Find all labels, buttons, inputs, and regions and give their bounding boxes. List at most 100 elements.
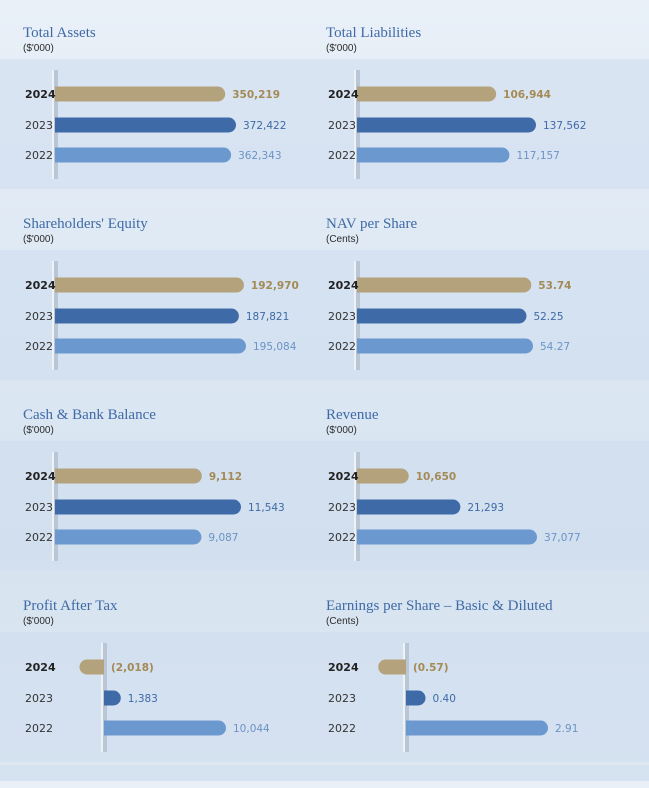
value-label: 10,650 <box>416 471 457 483</box>
bar-2024 <box>357 277 532 293</box>
value-label: 10,044 <box>233 723 270 735</box>
bar-2022 <box>55 529 202 545</box>
chart-unit: ($'000) <box>326 425 357 436</box>
bar-2022 <box>55 338 246 354</box>
value-label: 187,821 <box>246 311 289 323</box>
year-label: 2022 <box>328 531 356 544</box>
value-label: 372,422 <box>243 120 286 132</box>
bar-2024 <box>357 86 497 102</box>
bar-2024 <box>55 277 244 293</box>
chart-4: NAV per Share (Cents) 2024 53.74 2023 52.25 20… <box>326 216 646 406</box>
bar-2023 <box>55 308 239 324</box>
year-label: 2022 <box>25 149 53 162</box>
axis-highlight <box>403 643 405 752</box>
value-label: 9,087 <box>208 532 238 544</box>
bar-base-2022 <box>357 529 365 545</box>
year-label: 2022 <box>328 149 356 162</box>
chart-svg: 2024 53.74 2023 52.25 2022 54.27 <box>328 261 571 370</box>
chart-svg: 2024 192,970 2023 187,821 2022 195,084 <box>25 261 299 370</box>
bar-2022 <box>357 147 510 163</box>
bar-base-2022 <box>104 720 112 736</box>
year-label: 2024 <box>328 88 359 101</box>
bar-base-2024 <box>398 659 406 675</box>
value-label: 106,944 <box>503 89 551 101</box>
bar-2022 <box>357 529 537 545</box>
year-label: 2023 <box>25 501 53 514</box>
year-label: 2024 <box>25 470 56 483</box>
bar-base-2022 <box>55 338 63 354</box>
background-band-bottom <box>0 765 649 781</box>
axis-highlight <box>52 452 54 561</box>
year-label: 2022 <box>25 531 53 544</box>
chart-title: Total Assets <box>23 25 96 41</box>
bar-2023 <box>55 499 241 515</box>
value-label: 21,293 <box>467 502 504 514</box>
chart-unit: (Cents) <box>326 234 359 245</box>
chart-unit: (Cents) <box>326 616 359 627</box>
bar-base-2024 <box>55 468 63 484</box>
year-label: 2022 <box>328 340 356 353</box>
bar-2024 <box>55 86 226 102</box>
bar-2022 <box>406 720 548 736</box>
chart-unit: ($'000) <box>23 234 54 245</box>
value-label: 11,543 <box>248 502 285 514</box>
year-label: 2024 <box>328 279 359 292</box>
chart-title: Profit After Tax <box>23 598 118 614</box>
year-label: 2024 <box>25 88 56 101</box>
bar-2023 <box>357 117 536 133</box>
chart-title: Revenue <box>326 407 379 423</box>
year-label: 2023 <box>25 692 53 705</box>
year-label: 2023 <box>328 501 356 514</box>
chart-svg: 2024 106,944 2023 137,562 2022 117,157 <box>328 70 586 179</box>
year-label: 2024 <box>328 470 359 483</box>
bar-base-2022 <box>357 338 365 354</box>
chart-3: Shareholders' Equity ($'000) 2024 192,970 20… <box>23 216 343 406</box>
year-label: 2022 <box>25 340 53 353</box>
year-label: 2023 <box>328 119 356 132</box>
chart-8: Earnings per Share – Basic & Diluted (Cen… <box>326 598 646 788</box>
bar-2024 <box>55 468 202 484</box>
chart-title: Cash & Bank Balance <box>23 407 156 423</box>
year-label: 2022 <box>328 722 356 735</box>
value-label: 1,383 <box>128 693 158 705</box>
bar-base-2023 <box>357 117 365 133</box>
year-label: 2024 <box>25 279 56 292</box>
bar-base-2023 <box>55 499 63 515</box>
bar-base-2024 <box>357 86 365 102</box>
year-label: 2024 <box>328 661 359 674</box>
year-label: 2023 <box>25 310 53 323</box>
chart-title: NAV per Share <box>326 216 418 232</box>
bar-base-2022 <box>55 147 63 163</box>
chart-unit: ($'000) <box>23 425 54 436</box>
year-label: 2024 <box>25 661 56 674</box>
year-label: 2022 <box>25 722 53 735</box>
value-label: 137,562 <box>543 120 586 132</box>
value-label: 195,084 <box>253 341 297 353</box>
value-label: 192,970 <box>251 280 299 292</box>
axis-highlight <box>101 643 103 752</box>
chart-1: Total Assets ($'000) 2024 350,219 2023 372,42… <box>23 25 343 215</box>
chart-svg: 2024 350,219 2023 372,422 2022 362,343 <box>25 70 286 179</box>
bar-2022 <box>55 147 232 163</box>
bar-2022 <box>104 720 226 736</box>
chart-title: Shareholders' Equity <box>23 216 148 232</box>
bar-2023 <box>357 308 527 324</box>
chart-2: Total Liabilities ($'000) 2024 106,944 2023 1… <box>326 25 646 215</box>
value-label: (2,018) <box>111 662 154 674</box>
chart-5: Cash & Bank Balance ($'000) 2024 9,112 2023 1… <box>23 407 343 597</box>
chart-unit: ($'000) <box>326 43 357 54</box>
bar-base-2022 <box>357 147 365 163</box>
axis-highlight <box>52 261 54 370</box>
chart-svg: 2024 (2,018) 2023 1,383 2022 10,044 <box>25 643 270 752</box>
axis-highlight <box>52 70 54 179</box>
value-label: 37,077 <box>544 532 581 544</box>
value-label: 362,343 <box>238 150 281 162</box>
value-label: 0.40 <box>433 693 456 705</box>
bar-2023 <box>55 117 236 133</box>
chart-title: Total Liabilities <box>326 25 422 41</box>
bar-base-2022 <box>406 720 414 736</box>
value-label: 117,157 <box>516 150 559 162</box>
value-label: 350,219 <box>232 89 280 101</box>
value-label: 53.74 <box>538 280 571 292</box>
bar-base-2023 <box>55 117 63 133</box>
